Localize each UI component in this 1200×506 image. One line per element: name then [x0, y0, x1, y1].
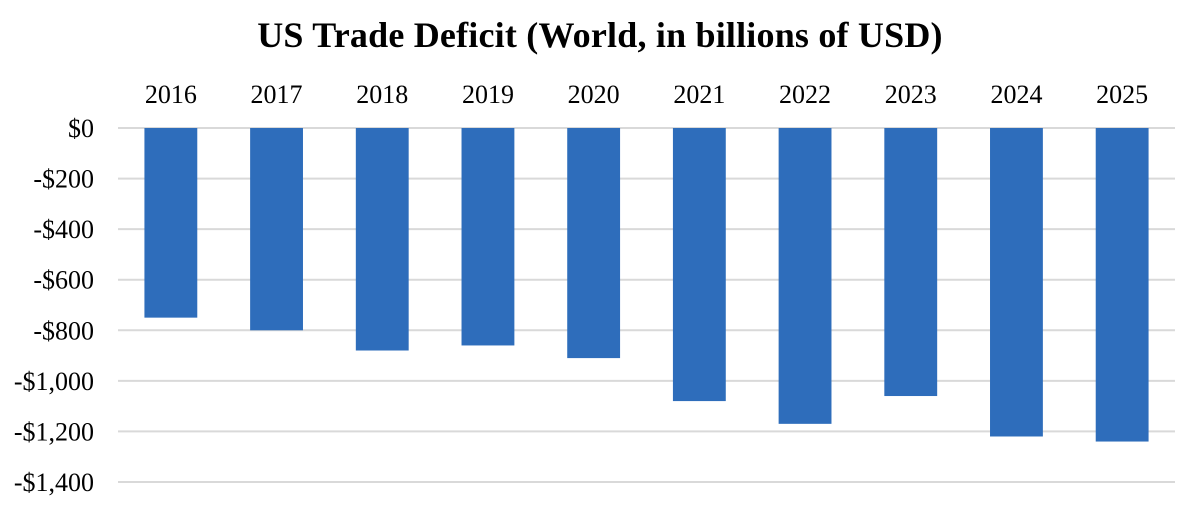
- x-tick-label: 2025: [1096, 80, 1148, 109]
- y-tick-label: -$1,400: [14, 468, 94, 497]
- bar-2016: [144, 128, 198, 318]
- bar-2022: [778, 128, 832, 424]
- bar-2023: [884, 128, 938, 397]
- chart-title: US Trade Deficit (World, in billions of …: [257, 15, 943, 55]
- x-tick-label: 2018: [356, 80, 408, 109]
- x-tick-label: 2023: [885, 80, 937, 109]
- bar-2019: [461, 128, 515, 346]
- x-tick-label: 2017: [251, 80, 303, 109]
- y-tick-label: -$600: [33, 266, 94, 295]
- bar-2020: [567, 128, 621, 359]
- bar-2021: [672, 128, 726, 402]
- y-tick-label: -$1,200: [14, 417, 94, 446]
- bar-2025: [1095, 128, 1149, 442]
- x-tick-label: 2020: [568, 80, 620, 109]
- y-tick-label: -$200: [33, 165, 94, 194]
- y-tick-label: -$800: [33, 316, 94, 345]
- x-tick-label: 2024: [990, 80, 1042, 109]
- x-tick-label: 2016: [145, 80, 197, 109]
- y-tick-label: -$400: [33, 215, 94, 244]
- x-tick-label: 2022: [779, 80, 831, 109]
- x-tick-label: 2019: [462, 80, 514, 109]
- bar-2018: [355, 128, 409, 351]
- x-tick-label: 2021: [673, 80, 725, 109]
- y-tick-label: -$1,000: [14, 367, 94, 396]
- bar-2024: [990, 128, 1043, 437]
- y-tick-label: $0: [68, 114, 94, 143]
- bar-2017: [250, 128, 303, 331]
